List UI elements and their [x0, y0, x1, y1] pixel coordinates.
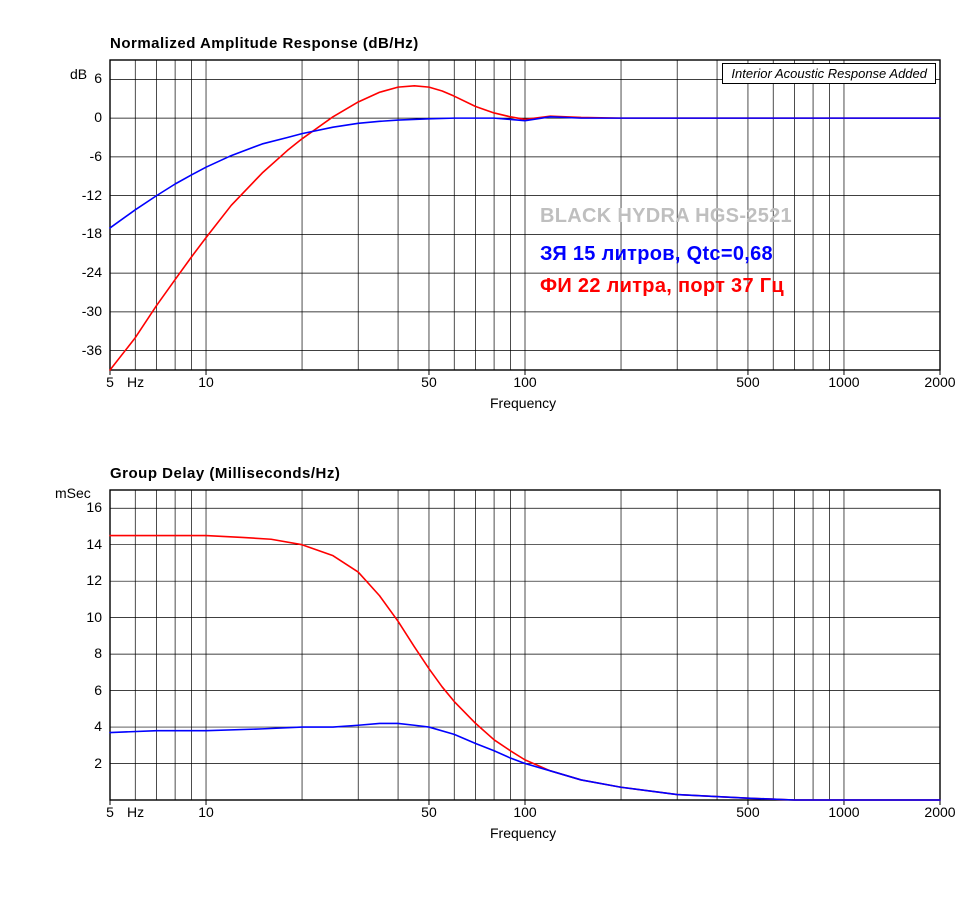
ytick-label: 14	[60, 536, 102, 552]
ytick-label: 0	[60, 109, 102, 125]
ytick-label: -36	[60, 342, 102, 358]
annotation-blue: ЗЯ 15 литров, Qtc=0,68	[540, 238, 792, 270]
chart1-notice: Interior Acoustic Response Added	[722, 63, 936, 84]
chart2-title: Group Delay (Milliseconds/Hz)	[110, 465, 340, 482]
xtick-label: 10	[198, 374, 214, 390]
ytick-label: -12	[60, 187, 102, 203]
ytick-label: 16	[60, 499, 102, 515]
xtick-label: 100	[513, 804, 536, 820]
annotation-brand: BLACK HYDRA HGS-2521	[540, 200, 792, 232]
ytick-label: 8	[60, 645, 102, 661]
ytick-label: -6	[60, 148, 102, 164]
annotation-red: ФИ 22 литра, порт 37 Гц	[540, 270, 792, 302]
ytick-label: 4	[60, 718, 102, 734]
ytick-label: 2	[60, 755, 102, 771]
xtick-label: 500	[736, 374, 759, 390]
xtick-label: 1000	[828, 374, 859, 390]
xtick-label: 2000	[924, 374, 955, 390]
xtick-label: 50	[421, 804, 437, 820]
figure-container: Normalized Amplitude Response (dB/Hz) Gr…	[0, 0, 960, 903]
ytick-label: 6	[60, 70, 102, 86]
xtick-label: 1000	[828, 804, 859, 820]
annotation-block: BLACK HYDRA HGS-2521 ЗЯ 15 литров, Qtc=0…	[540, 200, 792, 302]
ytick-label: -24	[60, 264, 102, 280]
ytick-label: 10	[60, 609, 102, 625]
chart1-x-unit: Hz	[127, 374, 144, 390]
xtick-label: 10	[198, 804, 214, 820]
ytick-label: -18	[60, 225, 102, 241]
xtick-label: 5	[106, 374, 114, 390]
chart2-x-unit: Hz	[127, 804, 144, 820]
ytick-label: -30	[60, 303, 102, 319]
plot-svg	[0, 0, 960, 903]
chart1-title: Normalized Amplitude Response (dB/Hz)	[110, 35, 419, 52]
ytick-label: 12	[60, 572, 102, 588]
xtick-label: 50	[421, 374, 437, 390]
xtick-label: 500	[736, 804, 759, 820]
xtick-label: 100	[513, 374, 536, 390]
ytick-label: 6	[60, 682, 102, 698]
xtick-label: 5	[106, 804, 114, 820]
chart1-x-label: Frequency	[490, 395, 556, 411]
xtick-label: 2000	[924, 804, 955, 820]
chart2-x-label: Frequency	[490, 825, 556, 841]
